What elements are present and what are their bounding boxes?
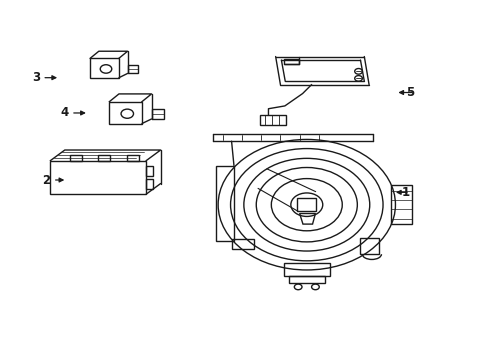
Text: 2: 2 <box>42 174 50 186</box>
Bar <box>69 154 81 161</box>
Bar <box>297 198 316 211</box>
Bar <box>232 239 253 249</box>
Bar <box>284 263 329 276</box>
Circle shape <box>354 68 362 74</box>
Bar <box>145 179 153 189</box>
Text: 4: 4 <box>61 107 69 120</box>
Text: 5: 5 <box>406 86 414 99</box>
Bar <box>359 238 378 254</box>
Bar <box>90 58 119 78</box>
Bar <box>259 115 285 125</box>
Bar <box>145 166 153 176</box>
Circle shape <box>354 76 362 81</box>
Bar <box>109 102 142 123</box>
Bar <box>390 185 411 224</box>
Bar <box>127 65 138 73</box>
Bar <box>215 166 233 240</box>
Bar <box>284 59 298 64</box>
Circle shape <box>290 193 322 216</box>
Bar <box>127 154 139 161</box>
Text: 1: 1 <box>401 186 409 199</box>
Text: 3: 3 <box>32 71 40 84</box>
Bar <box>288 276 324 283</box>
Bar <box>50 161 146 194</box>
Bar <box>151 109 163 119</box>
Bar <box>98 154 110 161</box>
